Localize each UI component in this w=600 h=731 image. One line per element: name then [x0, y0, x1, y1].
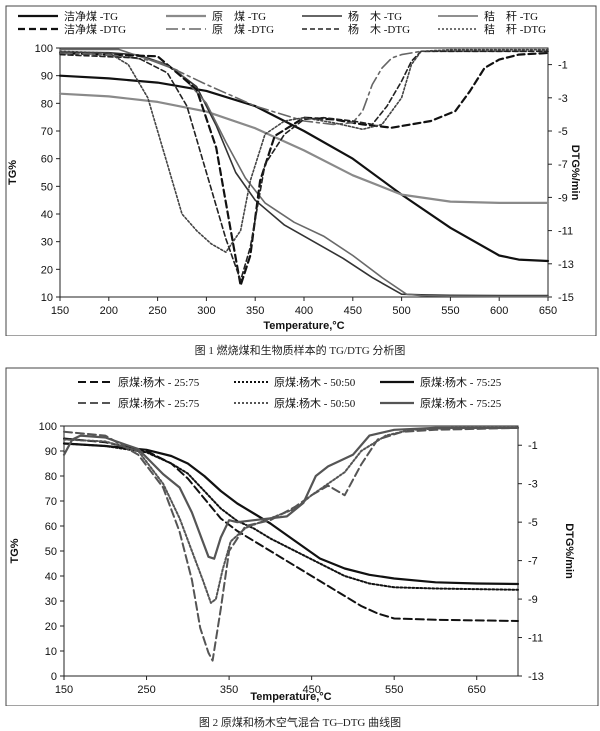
series-line: [58, 74, 550, 263]
y2-tick-label: -13: [528, 671, 544, 683]
y2-tick-label: -7: [528, 556, 538, 568]
x-tick-label: 200: [100, 305, 118, 317]
y-tick-label: 80: [45, 471, 57, 483]
legend-label: 原 煤 -DTG: [212, 23, 274, 36]
y2-axis-label: DTG%/min: [563, 523, 575, 579]
legend-label: 原煤:杨木 - 25:75: [118, 396, 200, 410]
x-tick-label: 450: [344, 305, 362, 317]
x-tick-label: 150: [55, 684, 73, 696]
chart-1-panel: 洁净煤 -TG 原 煤 -TG 杨 木 -TG 秸 秆 -TG 洁净煤 -DTG 原 煤 …: [0, 0, 600, 336]
chart-1-svg: 洁净煤 -TG 原 煤 -TG 杨 木 -TG 秸 秆 -TG 洁净煤 -DTG 原 煤 …: [5, 5, 597, 336]
y-tick-label: 60: [45, 521, 57, 533]
y-tick-label: 100: [35, 43, 53, 55]
chart-2-svg: 原煤:杨木 - 25:75 原煤:杨木 - 50:50 原煤:杨木 - 75:25 原…: [5, 367, 599, 706]
x-tick-label: 350: [220, 684, 238, 696]
series-line: [59, 48, 549, 253]
y2-tick-label: -5: [528, 517, 538, 529]
y2-tick-label: -7: [558, 159, 568, 171]
y-axis-label: TG%: [7, 160, 19, 185]
series-line: [59, 51, 549, 297]
legend-label: 原煤:杨木 - 50:50: [274, 375, 356, 389]
y-tick-label: 10: [41, 292, 53, 304]
chart-1-caption: 图 1 燃烧煤和生物质样本的 TG/DTG 分析图: [194, 345, 406, 357]
x-tick-label: 550: [385, 684, 403, 696]
y2-tick-label: -1: [528, 440, 538, 452]
x-tick-label: 550: [441, 305, 459, 317]
y2-tick-label: -15: [558, 292, 574, 304]
y-tick-label: 20: [45, 621, 57, 633]
legend-label: 秸 秆 -DTG: [484, 23, 546, 36]
legend-label: 原煤:杨木 - 25:75: [118, 375, 200, 389]
y2-tick-label: -5: [558, 126, 568, 138]
x-tick-label: 250: [137, 684, 155, 696]
legend-label: 杨 木 -DTG: [348, 22, 410, 36]
x-axis-label: Temperature,°C: [250, 691, 331, 703]
plot-area: [63, 425, 519, 677]
legend-label: 原煤:杨木 - 75:25: [420, 375, 502, 389]
series-line: [63, 437, 519, 622]
y-tick-label: 80: [41, 98, 53, 110]
plot-area: [59, 47, 549, 298]
x-tick-label: 150: [51, 305, 69, 317]
y-tick-label: 40: [45, 571, 57, 583]
series-line: [58, 51, 550, 287]
y-tick-label: 50: [41, 181, 53, 193]
y2-axis-label: DTG%/min: [569, 145, 581, 201]
y2-tick-label: -1: [558, 60, 568, 72]
y-tick-label: 100: [39, 421, 57, 433]
y-tick-label: 70: [45, 496, 57, 508]
series-line: [58, 92, 550, 204]
x-tick-label: 450: [302, 684, 320, 696]
series-line: [63, 426, 519, 604]
chart-2-panel: 原煤:杨木 - 25:75 原煤:杨木 - 50:50 原煤:杨木 - 75:25 原…: [0, 366, 600, 706]
series-line: [59, 50, 549, 282]
x-tick-label: 400: [295, 305, 313, 317]
x-tick-label: 500: [392, 305, 410, 317]
legend-label: 原煤:杨木 - 75:25: [420, 396, 502, 410]
x-tick-label: 300: [197, 305, 215, 317]
y-tick-label: 90: [45, 446, 57, 458]
y-tick-label: 50: [45, 546, 57, 558]
x-tick-label: 600: [490, 305, 508, 317]
legend-label: 杨 木 -TG: [348, 9, 402, 23]
chart-2-frame: [5, 367, 599, 706]
y-axis-label: TG%: [9, 538, 21, 563]
y2-tick-label: -3: [528, 479, 538, 491]
y-tick-label: 70: [41, 126, 53, 138]
y2-tick-label: -11: [528, 633, 543, 645]
legend-label: 秸 秆 -TG: [484, 10, 538, 23]
chart-2-caption: 图 2 原煤和杨木空气混合 TG–DTG 曲线图: [198, 717, 402, 729]
series-line: [62, 426, 520, 560]
x-axis-label: Temperature,°C: [263, 320, 344, 332]
legend-label: 原煤:杨木 - 50:50: [274, 396, 356, 410]
y2-tick-label: -11: [558, 226, 573, 238]
chart-1-frame: [5, 5, 597, 336]
series-line: [63, 426, 519, 662]
x-tick-label: 650: [539, 305, 557, 317]
y2-tick-label: -13: [558, 259, 574, 271]
y-tick-label: 10: [45, 646, 57, 658]
series-line: [59, 48, 549, 298]
series-line: [59, 50, 549, 126]
series-line: [63, 442, 519, 591]
x-tick-label: 650: [468, 684, 486, 696]
y-tick-label: 40: [41, 209, 53, 221]
y-tick-label: 30: [41, 237, 53, 249]
y-tick-label: 0: [51, 671, 57, 683]
x-tick-label: 250: [148, 305, 166, 317]
legend-label: 原 煤 -TG: [212, 10, 266, 23]
y-tick-label: 90: [41, 71, 53, 83]
y2-tick-label: -9: [558, 192, 568, 204]
y2-tick-label: -3: [558, 93, 568, 105]
legend-label: 洁净煤 -TG: [64, 9, 118, 23]
y-tick-label: 30: [45, 596, 57, 608]
x-tick-label: 350: [246, 305, 264, 317]
y-tick-label: 20: [41, 264, 53, 276]
legend-label: 洁净煤 -DTG: [64, 22, 126, 36]
y-tick-label: 60: [41, 154, 53, 166]
y2-tick-label: -9: [528, 594, 538, 606]
